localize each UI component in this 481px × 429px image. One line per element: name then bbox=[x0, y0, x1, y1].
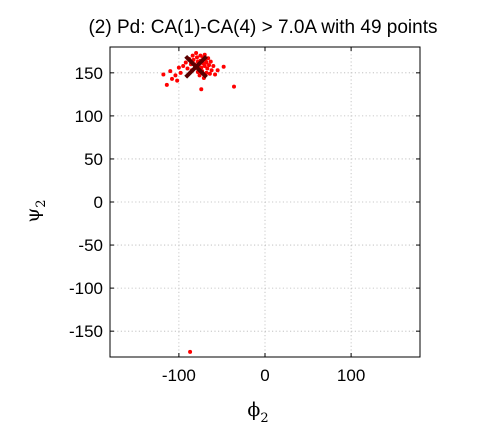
data-point bbox=[209, 68, 214, 73]
y-tick-label: 100 bbox=[75, 107, 103, 126]
y-tick-label: -100 bbox=[69, 279, 103, 298]
y-tick-label: -50 bbox=[78, 236, 103, 255]
chart-title: (2) Pd: CA(1)-CA(4) > 7.0A with 49 point… bbox=[88, 17, 437, 38]
data-point bbox=[194, 51, 199, 56]
data-point bbox=[176, 65, 181, 70]
data-point bbox=[213, 72, 218, 77]
data-point bbox=[170, 76, 174, 81]
data-point bbox=[181, 63, 186, 68]
data-point bbox=[194, 55, 199, 60]
data-point bbox=[197, 73, 202, 78]
data-point bbox=[199, 87, 204, 92]
data-point bbox=[190, 53, 195, 58]
data-point bbox=[175, 78, 180, 83]
y-axis-label: ψ2 bbox=[22, 199, 49, 222]
y-tick-label: 50 bbox=[84, 150, 103, 169]
data-point bbox=[215, 68, 220, 73]
data-point bbox=[161, 72, 166, 77]
data-point bbox=[164, 82, 169, 87]
data-point bbox=[205, 66, 210, 71]
x-axis-label-subscript: 2 bbox=[260, 411, 268, 426]
y-tick-label: 0 bbox=[94, 193, 103, 212]
x-axis-label: ϕ2 bbox=[247, 399, 268, 426]
x-tick-label: 0 bbox=[260, 366, 269, 385]
data-point bbox=[207, 71, 212, 76]
axis-ticks: -100 0 100 150 100 50 0 -50 -100 -150 bbox=[69, 47, 420, 385]
data-point bbox=[183, 60, 188, 65]
data-point bbox=[202, 63, 207, 68]
mean-marker-stroke bbox=[184, 54, 208, 79]
data-point bbox=[204, 60, 209, 65]
data-point bbox=[173, 73, 178, 78]
data-point bbox=[207, 63, 212, 68]
data-point bbox=[178, 70, 183, 75]
y-tick-label: 150 bbox=[75, 64, 103, 83]
data-point bbox=[208, 59, 213, 64]
data-point bbox=[232, 84, 236, 89]
data-point bbox=[221, 64, 226, 69]
data-point bbox=[185, 66, 190, 71]
data-point bbox=[188, 349, 193, 354]
y-axis-label-base: ψ bbox=[22, 208, 44, 223]
data-points bbox=[161, 51, 236, 354]
x-tick-label: 100 bbox=[337, 366, 365, 385]
data-point bbox=[211, 63, 216, 68]
grid-lines bbox=[110, 47, 420, 357]
x-tick-label: -100 bbox=[162, 366, 196, 385]
y-tick-label: -150 bbox=[69, 322, 103, 341]
data-point bbox=[168, 69, 173, 74]
mean-marker bbox=[184, 54, 208, 79]
x-axis-label-base: ϕ bbox=[247, 399, 260, 421]
y-axis-label-subscript: 2 bbox=[34, 199, 49, 207]
